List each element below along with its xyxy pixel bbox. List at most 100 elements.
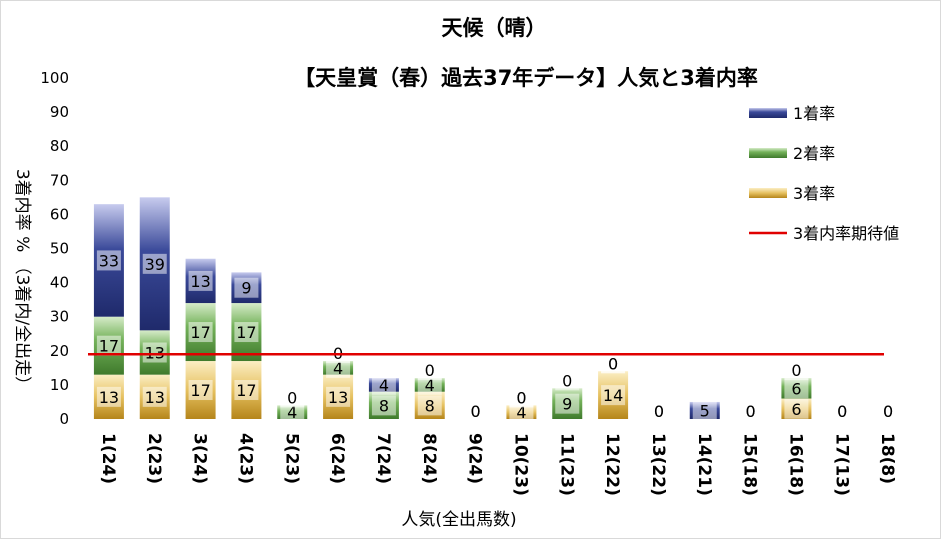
data-label-bg [555,393,580,414]
data-label: 13 [328,388,348,407]
data-label: 13 [145,388,165,407]
data-label: 6 [791,400,801,419]
data-label-bg [142,253,167,274]
chart-subtitle: 【天皇賞（春）過去37年データ】人気と3着内率 [294,66,758,90]
data-label: 0 [562,371,572,390]
x-tick-label: 16(18) [785,433,805,496]
x-tick-label: 8(24) [419,433,439,484]
data-label-bg [234,322,259,343]
data-label: 9 [562,395,572,414]
data-label: 13 [190,272,210,291]
y-tick-label: 100 [40,69,69,87]
x-tick-label: 2(23) [144,433,164,484]
legend-label: 3着率 [793,184,835,203]
x-tick-label: 14(21) [694,433,714,496]
y-tick-label: 20 [50,342,69,360]
data-label: 4 [287,403,297,422]
x-tick-label: 9(24) [465,433,485,484]
data-label: 33 [99,251,119,270]
x-tick-label: 6(24) [327,433,347,484]
y-tick-label: 60 [50,205,69,223]
y-tick-label: 40 [50,274,69,292]
data-label-bg [280,387,305,408]
data-label: 4 [333,359,343,378]
x-tick-label: 10(23) [510,433,530,496]
data-label: 8 [379,396,389,415]
data-label-bg [417,395,442,416]
legend-swatch [749,108,787,118]
data-label-bg [738,401,763,421]
legend-label: 2着率 [793,144,835,163]
legend: 1着率 2着率 3着率 3着内率期待値 [749,104,899,243]
legend-label: 1着率 [793,104,835,123]
data-label: 14 [603,386,623,405]
data-label-bg [96,335,121,356]
data-label-bg [142,386,167,407]
data-label-bg [188,380,213,401]
data-label: 39 [145,255,165,274]
y-tick-label: 90 [50,103,69,121]
data-label: 0 [837,402,847,421]
x-tick-label: 3(24) [190,433,210,484]
data-label-bg [646,401,671,421]
x-axis-label: 人気(全出馬数) [401,510,516,530]
data-label-bg [371,374,396,395]
data-label-bg [142,342,167,363]
data-label-bg [601,353,626,374]
data-label: 17 [236,381,256,400]
y-axis-ticks: 0 10 20 30 40 50 60 70 80 90 100 [40,69,69,428]
data-label-bg [234,277,259,298]
data-label: 0 [425,361,435,380]
data-label-bg [692,400,717,421]
data-label-bg [96,386,121,407]
data-label: 4 [379,376,389,395]
data-label: 17 [99,337,119,356]
data-label-bg [555,370,580,391]
data-label-bg [463,401,488,421]
x-tick-label: 18(8) [877,433,897,484]
data-label: 0 [883,402,893,421]
data-label-bg [417,360,442,381]
data-label-bg [188,322,213,343]
data-label: 5 [700,401,710,420]
data-label: 6 [791,379,801,398]
legend-label: 3着内率期待値 [793,224,899,243]
legend-swatch [749,188,787,198]
data-label-bg [96,250,121,271]
x-axis-ticks: 1(24) 2(23) 3(24) 4(23) 5(23) 6(24) 7(24) 8(24)… [98,433,897,496]
data-label: 4 [516,403,526,422]
x-tick-label: 11(23) [556,433,576,496]
chart-title: 天候（晴） [442,16,547,40]
data-label: 13 [99,388,119,407]
y-tick-label: 50 [50,240,69,258]
data-label-bg [876,401,901,421]
data-label-bg [830,401,855,421]
x-tick-label: 4(23) [235,433,255,484]
y-tick-label: 10 [50,376,69,394]
bars-layer: 1317331313391717131717904013400848400004… [93,197,901,423]
data-label: 8 [425,396,435,415]
data-label-bg [371,395,396,416]
data-label-bg [784,360,809,381]
data-label: 4 [425,376,435,395]
data-label-bg [326,386,351,407]
data-label: 0 [287,388,297,407]
y-tick-label: 0 [59,410,69,428]
y-axis-label: 3着内率 % （3着内/全出走） [12,169,32,393]
data-label-bg [784,378,809,399]
data-label-bg [188,270,213,291]
y-tick-label: 30 [50,308,69,326]
y-tick-label: 80 [50,137,69,155]
x-tick-label: 1(24) [98,433,118,484]
data-label: 0 [654,402,664,421]
data-label: 17 [190,381,210,400]
data-label: 0 [608,354,618,373]
x-tick-label: 17(13) [831,433,851,496]
x-tick-label: 7(24) [373,433,393,484]
x-tick-label: 5(23) [281,433,301,484]
x-tick-label: 13(22) [648,433,668,496]
data-label: 17 [190,323,210,342]
data-label-bg [234,380,259,401]
